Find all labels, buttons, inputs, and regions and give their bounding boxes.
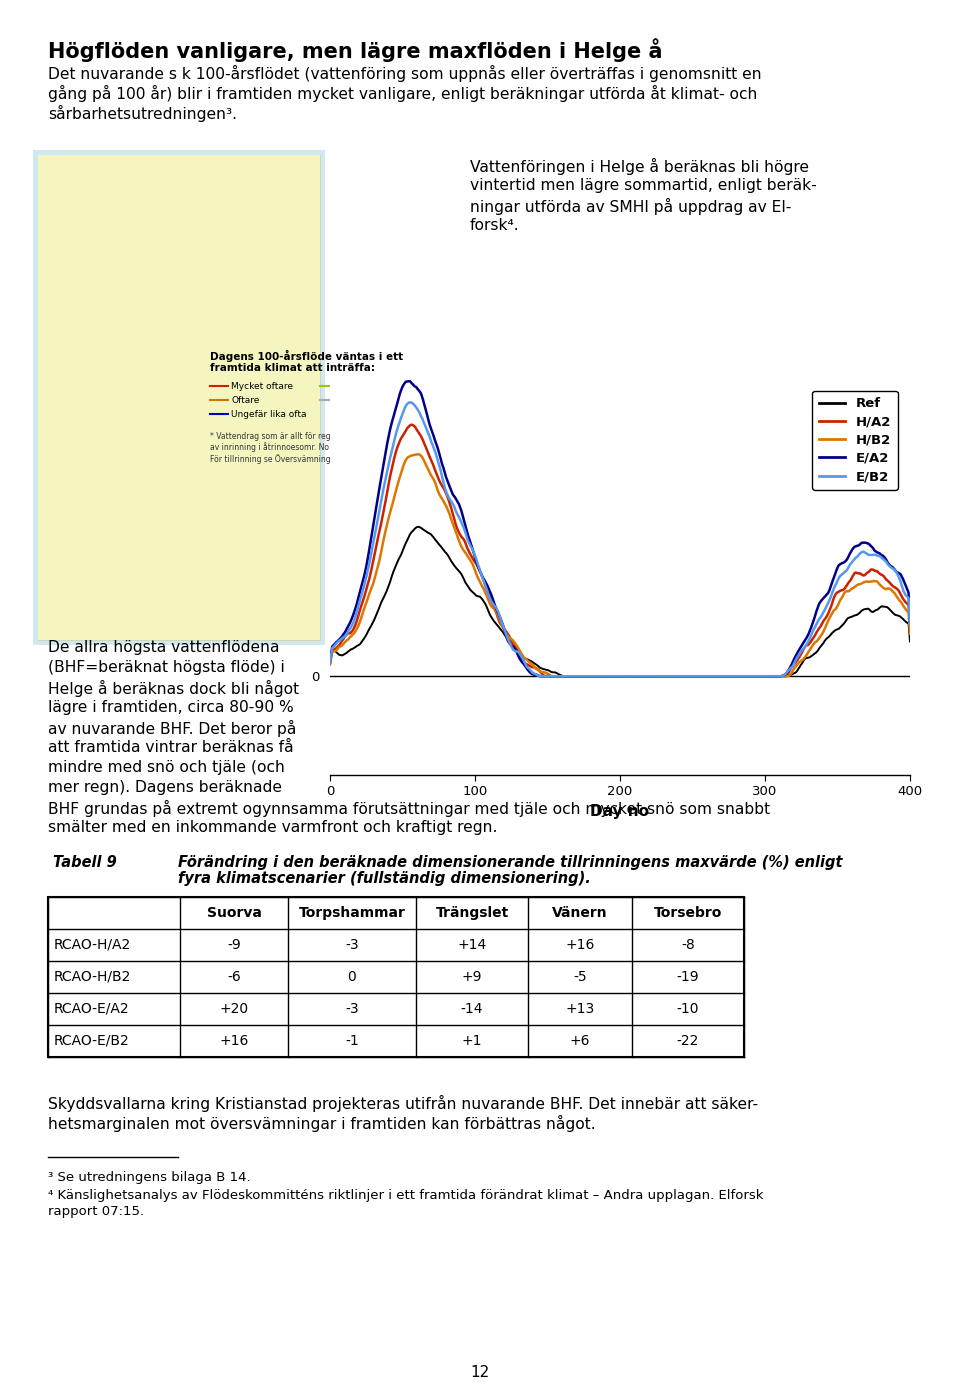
Text: Ej beräknade vattendrag*: Ej beräknade vattendrag* xyxy=(341,396,458,404)
Text: Suorva: Suorva xyxy=(206,906,261,920)
Text: 12: 12 xyxy=(470,1365,490,1380)
Text: Vänern: Vänern xyxy=(552,906,608,920)
Text: Trängslet: Trängslet xyxy=(436,906,509,920)
Text: att framtida vintrar beräknas få: att framtida vintrar beräknas få xyxy=(48,739,294,755)
Text: RCAO-H/A2: RCAO-H/A2 xyxy=(54,938,132,952)
Text: +16: +16 xyxy=(565,938,594,952)
Text: ³ Se utredningens bilaga B 14.: ³ Se utredningens bilaga B 14. xyxy=(48,1170,251,1184)
Text: RCAO-H/B2: RCAO-H/B2 xyxy=(54,970,132,984)
Text: BHF grundas på extremt ogynnsamma förutsättningar med tjäle och mycket snö som s: BHF grundas på extremt ogynnsamma föruts… xyxy=(48,801,770,817)
Text: Torsebro: Torsebro xyxy=(654,906,722,920)
Text: sårbarhetsutredningen³.: sårbarhetsutredningen³. xyxy=(48,106,237,122)
Text: RCAO-E/B2: RCAO-E/B2 xyxy=(54,1034,130,1048)
Text: Tabell 9: Tabell 9 xyxy=(53,855,117,870)
Text: forsk⁴.: forsk⁴. xyxy=(470,218,519,234)
Text: -1: -1 xyxy=(346,1034,359,1048)
Text: -19: -19 xyxy=(677,970,699,984)
Bar xyxy=(38,156,320,639)
Text: -14: -14 xyxy=(461,1002,483,1016)
Text: De allra högsta vattenflödena: De allra högsta vattenflödena xyxy=(48,639,279,655)
Text: ⁴ Känslighetsanalys av Flödeskommitténs riktlinjer i ett framtida förändrat klim: ⁴ Känslighetsanalys av Flödeskommitténs … xyxy=(48,1188,763,1202)
Text: Helge å beräknas dock bli något: Helge å beräknas dock bli något xyxy=(48,680,300,696)
Text: +13: +13 xyxy=(565,1002,594,1016)
Text: -3: -3 xyxy=(346,1002,359,1016)
Text: * Vattendrag som är allt för reglerade för beräkning
av inrinning i åtrinnoesomr: * Vattendrag som är allt för reglerade f… xyxy=(210,432,450,464)
Text: -3: -3 xyxy=(346,938,359,952)
Text: vintertid men lägre sommartid, enligt beräk-: vintertid men lägre sommartid, enligt be… xyxy=(470,178,817,193)
Text: +1: +1 xyxy=(462,1034,482,1048)
Text: Mindre ofta: Mindre ofta xyxy=(341,382,393,391)
Text: rapport 07:15.: rapport 07:15. xyxy=(48,1205,144,1218)
Text: -5: -5 xyxy=(573,970,587,984)
Text: -6: -6 xyxy=(228,970,241,984)
Text: fyra klimatscenarier (fullständig dimensionering).: fyra klimatscenarier (fullständig dimens… xyxy=(178,872,590,885)
Text: framtida klimat att inträffa:: framtida klimat att inträffa: xyxy=(210,363,375,373)
Bar xyxy=(38,156,320,639)
Text: Högflöden vanligare, men lägre maxflöden i Helge å: Högflöden vanligare, men lägre maxflöden… xyxy=(48,38,662,61)
Text: Vattenföringen i Helge å beräknas bli högre: Vattenföringen i Helge å beräknas bli hö… xyxy=(470,158,809,175)
Text: RCAO-E/A2: RCAO-E/A2 xyxy=(54,1002,130,1016)
Text: Dagens 100-årsflöde väntas i ett: Dagens 100-årsflöde väntas i ett xyxy=(210,350,403,361)
Text: smälter med en inkommande varmfront och kraftigt regn.: smälter med en inkommande varmfront och … xyxy=(48,820,497,835)
X-axis label: Day no: Day no xyxy=(590,803,650,819)
Text: mer regn). Dagens beräknade: mer regn). Dagens beräknade xyxy=(48,780,282,795)
Text: -9: -9 xyxy=(228,938,241,952)
Text: lägre i framtiden, circa 80-90 %: lägre i framtiden, circa 80-90 % xyxy=(48,701,294,714)
Bar xyxy=(48,897,744,1056)
Text: Förändring i den beräknade dimensionerande tillrinningens maxvärde (%) enligt: Förändring i den beräknade dimensioneran… xyxy=(178,855,843,870)
Legend: Ref, H/A2, H/B2, E/A2, E/B2: Ref, H/A2, H/B2, E/A2, E/B2 xyxy=(812,391,898,489)
Text: Skyddsvallarna kring Kristianstad projekteras utifrån nuvarande BHF. Det innebär: Skyddsvallarna kring Kristianstad projek… xyxy=(48,1095,758,1112)
Text: 0: 0 xyxy=(348,970,356,984)
Text: Oftare: Oftare xyxy=(231,396,259,404)
Text: hetsmarginalen mot översvämningar i framtiden kan förbättras något.: hetsmarginalen mot översvämningar i fram… xyxy=(48,1115,595,1131)
Text: gång på 100 år) blir i framtiden mycket vanligare, enligt beräkningar utförda åt: gång på 100 år) blir i framtiden mycket … xyxy=(48,85,757,101)
Text: Torpshammar: Torpshammar xyxy=(299,906,405,920)
Text: -10: -10 xyxy=(677,1002,699,1016)
Text: +14: +14 xyxy=(457,938,487,952)
Text: Ungefär lika ofta: Ungefär lika ofta xyxy=(231,410,306,418)
Text: Det nuvarande s k 100-årsflödet (vattenföring som uppnås eller överträffas i gen: Det nuvarande s k 100-årsflödet (vattenf… xyxy=(48,65,761,82)
Text: +16: +16 xyxy=(219,1034,249,1048)
Text: mindre med snö och tjäle (och: mindre med snö och tjäle (och xyxy=(48,760,285,776)
Text: Mycket oftare: Mycket oftare xyxy=(231,382,293,391)
Text: +20: +20 xyxy=(220,1002,249,1016)
Text: (BHF=beräknat högsta flöde) i: (BHF=beräknat högsta flöde) i xyxy=(48,660,285,676)
Text: av nuvarande BHF. Det beror på: av nuvarande BHF. Det beror på xyxy=(48,720,297,737)
Bar xyxy=(33,150,325,645)
Text: -22: -22 xyxy=(677,1034,699,1048)
Text: -8: -8 xyxy=(682,938,695,952)
Text: ningar utförda av SMHI på uppdrag av El-: ningar utförda av SMHI på uppdrag av El- xyxy=(470,197,791,215)
Text: +6: +6 xyxy=(569,1034,590,1048)
Text: +9: +9 xyxy=(462,970,482,984)
